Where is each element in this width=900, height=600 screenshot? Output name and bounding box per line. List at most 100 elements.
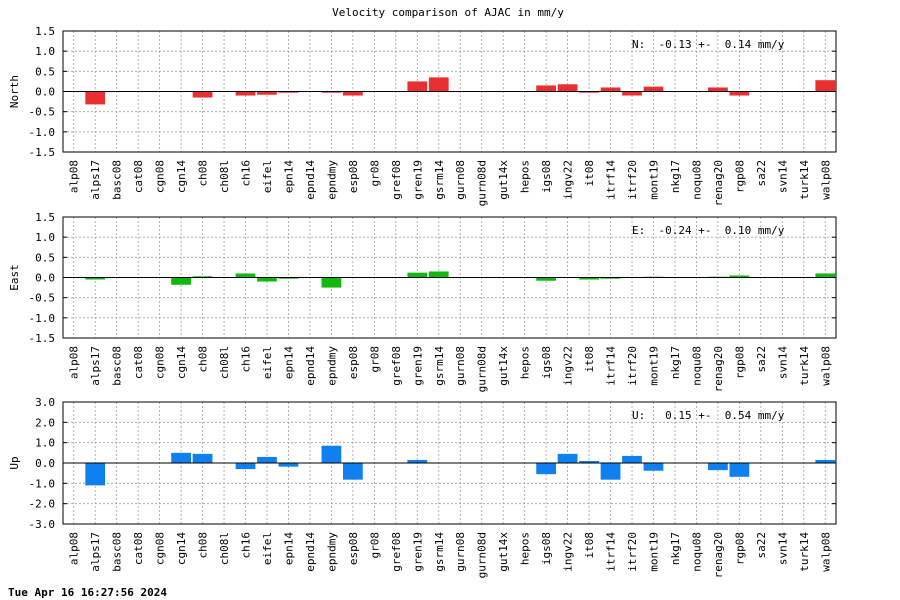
- x-tick-label: epnd14: [304, 346, 317, 386]
- x-tick-label: it08: [583, 160, 596, 187]
- y-tick-label: -1.0: [29, 126, 56, 139]
- x-tick-label: gref08: [390, 160, 403, 200]
- bar-itrf20: [622, 455, 642, 463]
- x-tick-label: nkg17: [669, 160, 682, 193]
- x-tick-label: gsrm14: [433, 346, 446, 386]
- x-tick-label: ch08: [197, 532, 210, 559]
- y-tick-label: 0.0: [35, 457, 55, 470]
- x-tick-label: renag20: [712, 346, 725, 392]
- x-tick-label: epndmy: [325, 346, 338, 386]
- x-tick-label: cgn14: [175, 346, 188, 379]
- y-tick-label: -1.5: [29, 146, 56, 159]
- bar-gren19: [407, 459, 428, 463]
- x-tick-label: nkg17: [669, 532, 682, 565]
- bar-alps17: [85, 463, 106, 486]
- panel-north: 1.5 1.0 0.5 0.0 -0.5 -1.0 -1.5 North N: -0.13 +-…: [8, 25, 837, 206]
- panel-annotation: N: -0.13 +- 0.14 mm/y: [632, 38, 785, 51]
- x-tick-label: cgn08: [154, 532, 167, 565]
- bar-esp08: [342, 91, 363, 96]
- bar-rgp08: [729, 91, 750, 96]
- x-tick-label: hepos: [519, 346, 532, 379]
- x-tick-label: hepos: [519, 532, 532, 565]
- x-tick-label: noqu08: [690, 346, 703, 386]
- x-tick-label: ch08l: [218, 346, 231, 379]
- bar-walp08: [815, 459, 836, 463]
- bar-renag20: [708, 87, 728, 92]
- x-tick-label: gren19: [411, 346, 424, 386]
- bar-ch16: [235, 273, 256, 278]
- bar-gsrm14: [428, 271, 449, 278]
- y-tick-label: 1.0: [35, 231, 55, 244]
- x-tick-label: itrf14: [605, 346, 618, 386]
- x-tick-label: gsrm14: [433, 532, 446, 572]
- y-tick-label: 1.0: [35, 437, 55, 450]
- bar-epndmy: [321, 277, 342, 288]
- x-tick-label: basc08: [111, 346, 124, 386]
- y-tick-label: 0.5: [35, 65, 55, 78]
- y-tick-label: -0.5: [29, 292, 56, 305]
- x-tick-label: gurn08: [454, 346, 467, 386]
- x-tick-label: alp08: [68, 160, 81, 193]
- x-tick-label: itrf20: [626, 160, 639, 200]
- bar-ch08: [192, 276, 213, 278]
- panel-annotation: U: 0.15 +- 0.54 mm/y: [632, 409, 785, 422]
- x-tick-label: gr08: [368, 346, 381, 373]
- x-tick-label: rgp08: [733, 160, 746, 193]
- x-tick-label: ch16: [240, 532, 253, 559]
- panel-east: 1.5 1.0 0.5 0.0 -0.5 -1.0 -1.5 East E: -0.24 +- …: [8, 211, 837, 392]
- x-tick-label: itrf20: [626, 346, 639, 386]
- bar-epn14: [278, 463, 299, 467]
- x-tick-label: sa22: [755, 160, 768, 187]
- panel-annotation: E: -0.24 +- 0.10 mm/y: [632, 224, 785, 237]
- x-tick-label: gurn08: [454, 160, 467, 200]
- x-tick-label: cgn08: [154, 346, 167, 379]
- bar-epn14: [278, 277, 299, 279]
- y-tick-label: 1.0: [35, 45, 55, 58]
- x-tick-label: ch08: [197, 346, 210, 373]
- x-tick-label: epn14: [282, 160, 295, 193]
- x-tick-label: nkg17: [669, 346, 682, 379]
- plot-frame: [62, 30, 837, 153]
- x-tick-label: gurn08d: [476, 346, 489, 392]
- bar-cgn14: [171, 277, 191, 285]
- bar-epndmy: [321, 445, 342, 463]
- x-tick-label: rgp08: [733, 346, 746, 379]
- x-tick-label: alps17: [89, 532, 102, 572]
- y-tick-label: -1.0: [29, 477, 56, 490]
- bar-ch08: [192, 453, 213, 463]
- x-tick-label: basc08: [111, 160, 124, 200]
- bar-itrf14: [600, 87, 621, 92]
- x-tick-label: mont19: [647, 160, 660, 200]
- bar-itrf14: [600, 463, 621, 480]
- x-tick-label: turk14: [798, 346, 811, 386]
- bar-renag20: [708, 463, 728, 471]
- x-tick-label: renag20: [712, 160, 725, 206]
- x-tick-label: it08: [583, 346, 596, 373]
- x-tick-label: turk14: [798, 532, 811, 572]
- y-axis-label: North: [8, 75, 21, 108]
- bar-itrf20: [622, 91, 642, 96]
- x-tick-label: epn14: [282, 532, 295, 565]
- bar-it08: [579, 277, 599, 280]
- x-tick-label: epn14: [282, 346, 295, 379]
- x-tick-label: gurn08d: [476, 532, 489, 578]
- x-tick-label: alps17: [89, 160, 102, 200]
- bar-epndmy: [321, 91, 342, 93]
- x-tick-label: ingv22: [562, 160, 575, 200]
- x-tick-label: esp08: [347, 160, 360, 193]
- panel-up: 3.0 2.0 1.0 0.0 -1.0 -2.0 -3.0 Up U: 0.15 +- 0.5…: [8, 396, 837, 578]
- x-tick-label: alp08: [68, 346, 81, 379]
- x-tick-label: itrf14: [605, 160, 618, 200]
- bar-ingv22: [557, 84, 578, 92]
- y-tick-label: 3.0: [35, 396, 55, 409]
- x-tick-label: rgp08: [733, 532, 746, 565]
- x-tick-label: eifel: [261, 346, 274, 379]
- bar-eifel: [257, 456, 277, 463]
- y-axis-label: Up: [8, 456, 21, 469]
- bar-cgn14: [171, 452, 191, 463]
- bar-eifel: [257, 277, 277, 282]
- x-tick-label: ingv22: [562, 346, 575, 386]
- x-tick-label: epndmy: [325, 160, 338, 200]
- y-tick-label: -1.5: [29, 332, 56, 345]
- x-tick-label: igs08: [540, 346, 553, 379]
